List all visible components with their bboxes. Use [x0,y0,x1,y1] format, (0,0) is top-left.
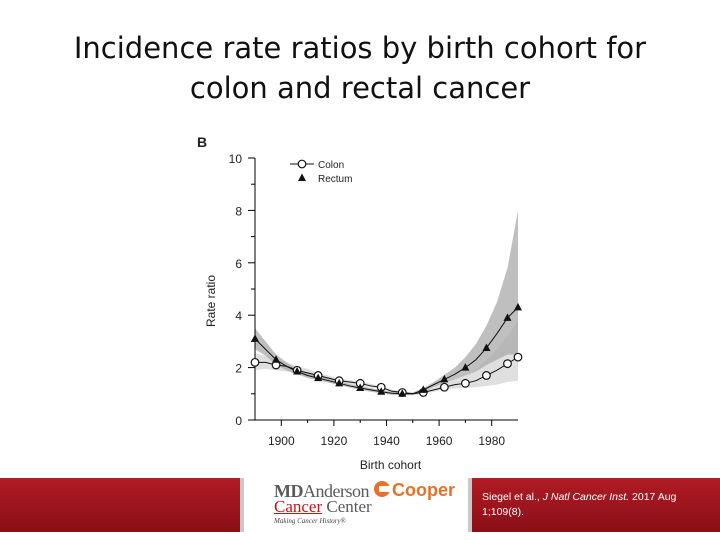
rectum-point [482,343,491,351]
y-tick-label: 0 [235,414,242,428]
rectum-point [272,355,281,363]
rectum-point [419,385,428,393]
colon-point [482,371,491,380]
citation-authors: Siegel et al., [482,491,540,503]
colon-point [503,359,512,369]
y-axis-label: Rate ratio [204,275,218,327]
logo-panel: MDAnderson Cancer Center Making Cancer H… [240,478,472,532]
rectum-point [440,374,449,383]
colon-point [250,357,260,367]
x-tick-label: 1980 [478,434,505,448]
x-tick-label: 1900 [268,434,295,448]
y-tick-label: 6 [235,257,242,271]
x-tick-label: 1920 [321,434,348,448]
legend-marker-rectum [298,173,306,181]
citation-volume: 1;109(8). [482,506,525,518]
rectum-point [293,367,302,375]
legend-label-rectum: Rectum [318,174,352,185]
logo-cancer: Cancer [274,497,323,516]
logo-center: Center [322,497,372,516]
cooper-logo: Cooper [392,480,455,500]
rectum-point [503,313,512,321]
y-tick-label: 8 [235,204,242,218]
rectum-point [314,373,323,382]
logo-anderson: Anderson [303,481,370,501]
x-tick-label: 1940 [373,434,400,448]
colon-point [513,352,523,362]
y-tick-label: 4 [235,309,242,323]
legend-marker-colon [297,159,307,169]
chart-text: 0 2 4 6 8 10 1900 1920 1940 1960 1980 Birth cohort R… [197,134,505,472]
logo-md: MD [274,481,304,501]
rectum-point [356,383,365,392]
y-tick-label: 2 [235,362,242,376]
colon-point [461,378,470,388]
slide-title: Incidence rate ratios by birth cohort fo… [0,28,720,108]
rectum-point [514,302,522,311]
series-markers [250,302,523,397]
rectum-point [377,387,386,395]
citation: Siegel et al., J Natl Cancer Inst. 2017 … [482,490,712,520]
y-tick-label: 10 [229,152,243,166]
cancer-center-logo: Cancer Center [274,498,372,515]
x-axis-label: Birth cohort [360,458,422,472]
slide-title-line-1: Incidence rate ratios by birth cohort fo… [73,31,647,65]
colon-point [439,382,449,392]
chart-axes [248,157,518,426]
rectum-point [251,334,259,342]
panel-label: B [197,134,207,150]
rectum-point [461,363,470,371]
slide-title-line-2: colon and rectal cancer [189,71,531,105]
logo-tagline: Making Cancer History® [274,517,346,525]
cooper-c-icon [374,481,390,497]
citation-date: 2017 Aug [632,491,677,503]
legend-label-colon: Colon [318,160,344,171]
x-tick-label: 1960 [426,434,453,448]
rectum-point [398,389,407,397]
rectum-point [335,378,344,387]
md-anderson-logo: MDAnderson [274,481,370,501]
citation-journal: J Natl Cancer Inst. [542,491,630,503]
